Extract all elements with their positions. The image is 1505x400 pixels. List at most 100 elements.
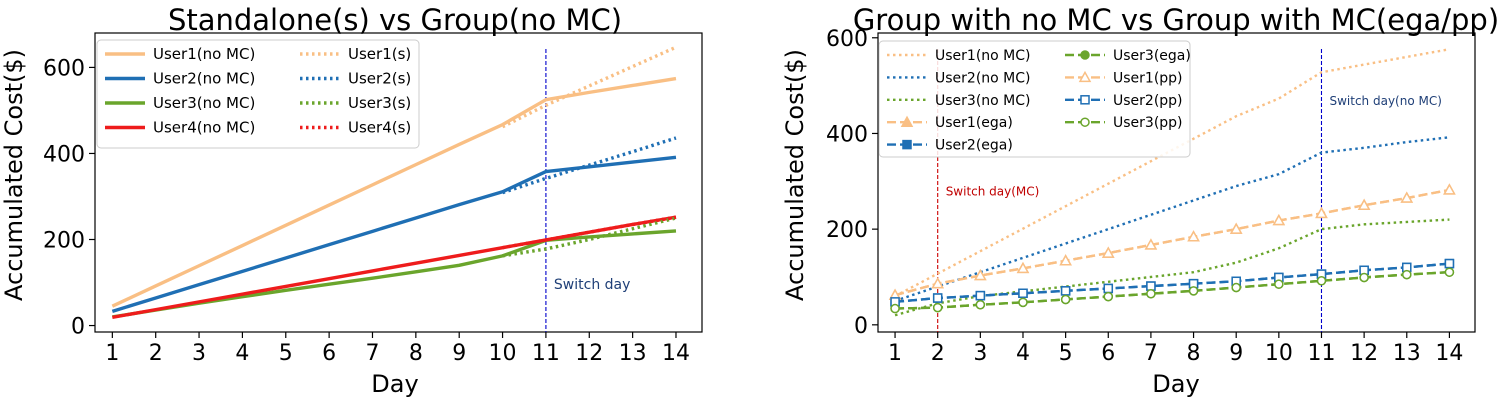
data-point	[1144, 238, 1158, 250]
legend-label: User3(no MC)	[935, 93, 1030, 109]
legend-label: User2(no MC)	[935, 70, 1030, 86]
series-user3-no-mc-	[112, 229, 677, 319]
series-user3-pp-	[890, 267, 1455, 314]
data-point	[975, 290, 986, 301]
legend-item: User2(ega)	[887, 138, 1013, 154]
legend-label: User3(pp)	[1113, 115, 1183, 131]
data-point	[1443, 183, 1456, 195]
data-point	[931, 277, 944, 289]
axes-frame	[877, 32, 1476, 333]
x-tick-label: 13	[1393, 341, 1421, 366]
series-line	[111, 76, 677, 308]
x-tick-label: 7	[365, 341, 379, 366]
x-tick-label: 6	[322, 341, 336, 366]
chart-title: Group with no MC vs Group with MC(ega/pp…	[853, 3, 1499, 37]
y-tick-label: 0	[71, 315, 85, 340]
legend-item: User1(no MC)	[105, 45, 255, 63]
annotation: Switch day(MC)	[946, 185, 1040, 199]
legend-item: User4(no MC)	[105, 119, 255, 137]
legend-label: User2(no MC)	[153, 70, 255, 88]
data-point	[1402, 269, 1412, 280]
y-tick-label: 200	[43, 229, 85, 254]
data-point	[1316, 276, 1327, 286]
legend-label: User1(pp)	[1113, 70, 1183, 86]
legend-label: User3(s)	[348, 94, 411, 112]
legend-label: User2(s)	[348, 70, 411, 88]
legend-item: User4(s)	[300, 119, 411, 137]
x-tick-label: 4	[235, 341, 249, 366]
series-user2-no-mc-	[894, 136, 1450, 303]
x-tick-label: 12	[575, 341, 603, 366]
chart-group-no-mc-vs-mc: Group with no MC vs Group with MC(ega/pp…	[781, 3, 1499, 398]
data-point	[1315, 206, 1328, 219]
x-tick-label: 12	[1350, 341, 1378, 366]
legend-item: User2(no MC)	[887, 70, 1030, 86]
series-user2-pp-	[890, 258, 1455, 307]
legend-label: User1(no MC)	[153, 45, 255, 63]
series-line	[502, 136, 677, 195]
series-user2-no-mc-	[111, 155, 677, 313]
series-user1-pp-	[888, 183, 1456, 300]
data-point	[1274, 279, 1284, 289]
x-tick-label: 5	[1059, 341, 1073, 366]
data-point	[932, 302, 943, 313]
data-point	[1059, 254, 1072, 266]
data-point	[1018, 297, 1028, 308]
series-user1-no-mc-	[111, 76, 677, 308]
x-axis-label: Day	[371, 370, 418, 398]
data-point	[1357, 198, 1371, 210]
x-tick-label: 7	[1144, 341, 1158, 366]
x-tick-label: 3	[192, 341, 206, 366]
data-point	[1060, 286, 1071, 296]
series-line	[895, 271, 1450, 310]
data-point	[1018, 288, 1028, 298]
series-line	[111, 155, 677, 313]
axes-frame	[94, 32, 703, 333]
legend: User1(no MC) User2(no MC) User3(no MC) User…	[96, 39, 420, 149]
x-tick-label: 2	[149, 341, 163, 366]
y-tick-label: 600	[43, 56, 85, 81]
data-point	[1080, 95, 1090, 105]
x-tick-label: 14	[1435, 341, 1463, 366]
series-user2-s-	[502, 136, 677, 195]
legend-label: User3(no MC)	[153, 94, 255, 112]
series-line	[112, 215, 677, 320]
x-tick-label: 11	[1307, 341, 1335, 366]
legend-item: User3(s)	[300, 94, 411, 112]
data-point	[1103, 291, 1114, 302]
chart-standalone-vs-group: Standalone(s) vs Group(no MC) Day Accumu…	[0, 3, 703, 398]
data-point	[1229, 222, 1243, 234]
y-tick-label: 200	[826, 218, 868, 243]
x-tick-label: 2	[931, 341, 945, 366]
chart-title: Standalone(s) vs Group(no MC)	[168, 3, 622, 37]
series-line	[112, 229, 677, 319]
legend-label: User2(ega)	[935, 138, 1013, 154]
x-tick-label: 6	[1101, 341, 1115, 366]
y-axis-label: Accumulated Cost($)	[781, 49, 809, 301]
x-tick-label: 8	[409, 341, 423, 366]
legend-item: User1(ega)	[887, 115, 1013, 131]
annotation: Switch day	[554, 277, 631, 293]
legend-label: User4(no MC)	[153, 119, 255, 137]
legend-item: User1(no MC)	[887, 48, 1030, 64]
legend-label: User1(no MC)	[935, 48, 1030, 64]
data-point	[1016, 261, 1030, 274]
data-point	[1400, 191, 1414, 203]
series-line	[894, 188, 1450, 297]
data-point	[900, 115, 914, 127]
data-point	[1272, 213, 1286, 226]
legend-label: User2(pp)	[1113, 93, 1183, 109]
data-point	[932, 293, 943, 303]
x-tick-label: 10	[489, 341, 517, 366]
data-point	[1146, 288, 1156, 299]
legend-item: User3(ega)	[1065, 48, 1191, 64]
x-tick-label: 1	[888, 341, 902, 366]
series-line	[894, 262, 1450, 304]
x-tick-label: 4	[1016, 341, 1030, 366]
series-user1-ega-	[888, 183, 1456, 300]
x-tick-label: 9	[1229, 341, 1243, 366]
legend-item: User1(s)	[300, 45, 411, 63]
x-tick-label: 1	[105, 341, 119, 366]
